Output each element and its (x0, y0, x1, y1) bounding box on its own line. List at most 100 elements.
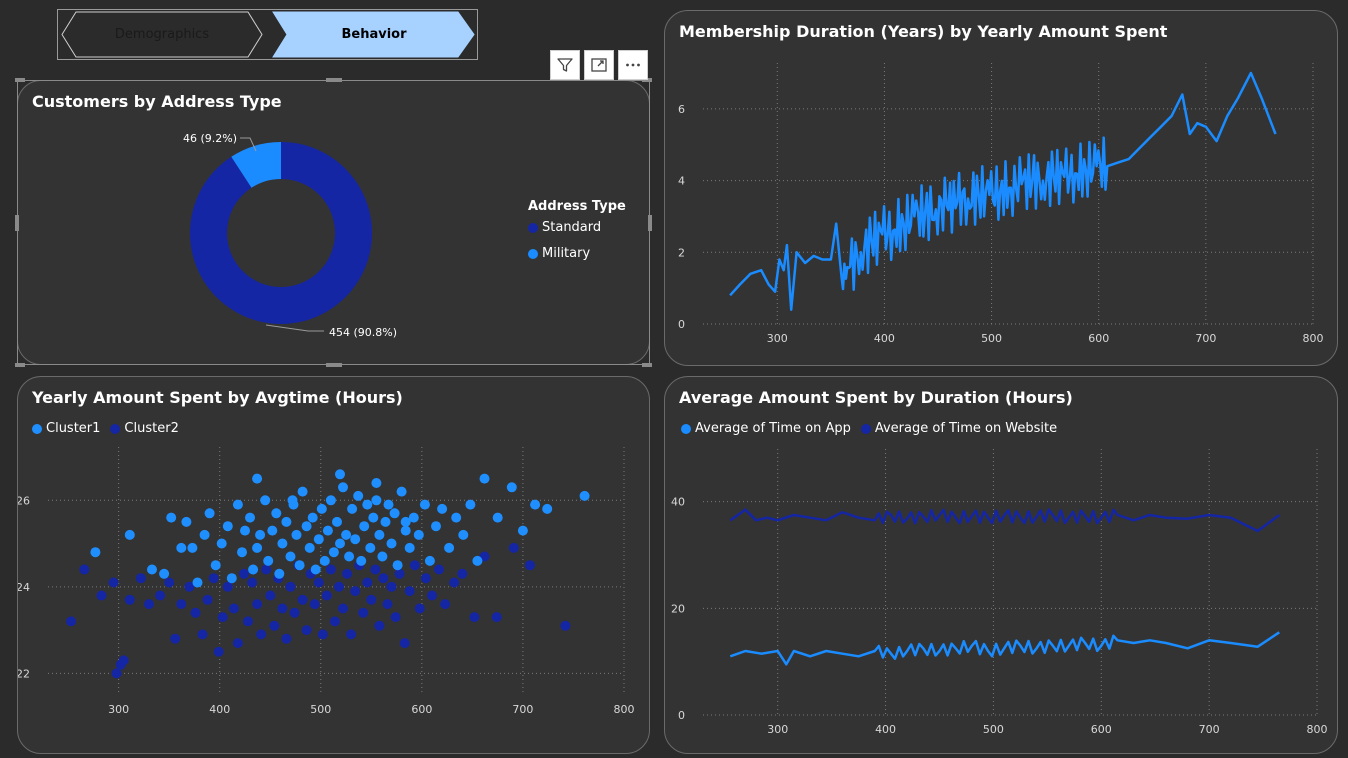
scatter-point-cluster1[interactable] (400, 516, 411, 527)
scatter-point-cluster2[interactable] (325, 564, 336, 575)
scatter-point-cluster2[interactable] (256, 629, 267, 640)
scatter-point-cluster1[interactable] (325, 495, 336, 506)
scatter-point-cluster1[interactable] (371, 478, 382, 488)
scatter-point-cluster1[interactable] (159, 568, 170, 579)
scatter-point-cluster1[interactable] (199, 529, 210, 540)
scatter-point-cluster1[interactable] (166, 512, 177, 523)
scatter-point-cluster1[interactable] (90, 547, 101, 558)
scatter-point-cluster1[interactable] (374, 529, 385, 540)
scatter-point-cluster2[interactable] (382, 599, 393, 610)
scatter-point-cluster2[interactable] (404, 586, 415, 597)
scatter-point-cluster1[interactable] (274, 568, 285, 579)
scatter-point-cluster1[interactable] (377, 551, 388, 562)
scatter-point-cluster2[interactable] (309, 599, 320, 610)
tab-behavior[interactable]: Behavior (272, 11, 476, 58)
donut-slice-standard[interactable] (189, 142, 372, 324)
scatter-point-cluster1[interactable] (287, 495, 298, 506)
scatter-point-cluster1[interactable] (124, 529, 135, 540)
scatter-point-cluster2[interactable] (184, 581, 195, 592)
scatter-point-cluster2[interactable] (111, 668, 122, 679)
scatter-point-cluster2[interactable] (346, 629, 357, 640)
scatter-point-cluster2[interactable] (313, 577, 324, 588)
scatter-point-cluster1[interactable] (365, 542, 376, 553)
scatter-point-cluster1[interactable] (285, 551, 296, 562)
scatter-point-cluster1[interactable] (404, 542, 415, 553)
scatter-point-cluster2[interactable] (457, 568, 468, 579)
scatter-point-cluster2[interactable] (317, 629, 328, 640)
filter-button[interactable] (550, 50, 580, 80)
scatter-point-cluster1[interactable] (281, 516, 292, 527)
scatter-point-cluster1[interactable] (240, 525, 250, 536)
scatter-point-cluster2[interactable] (338, 603, 348, 614)
scatter-point-cluster1[interactable] (294, 560, 305, 571)
scatter-point-cluster1[interactable] (359, 521, 370, 532)
scatter-point-cluster2[interactable] (144, 599, 154, 610)
scatter-point-cluster1[interactable] (222, 521, 233, 532)
scatter-point-cluster1[interactable] (356, 555, 367, 566)
scatter-point-cluster1[interactable] (176, 542, 187, 553)
scatter-point-cluster1[interactable] (353, 490, 364, 501)
scatter-point-cluster1[interactable] (248, 564, 259, 575)
scatter-point-cluster1[interactable] (380, 516, 391, 527)
scatter-point-cluster1[interactable] (542, 503, 553, 514)
scatter-point-cluster2[interactable] (190, 607, 201, 618)
scatter-point-cluster1[interactable] (319, 555, 330, 566)
scatter-point-cluster1[interactable] (316, 503, 327, 514)
scatter-point-cluster2[interactable] (525, 560, 535, 571)
scatter-point-cluster2[interactable] (222, 581, 233, 592)
scatter-point-cluster2[interactable] (491, 612, 502, 623)
scatter-point-cluster2[interactable] (79, 564, 90, 575)
scatter-point-cluster2[interactable] (334, 581, 344, 592)
scatter-point-cluster1[interactable] (472, 555, 483, 566)
scatter-point-cluster2[interactable] (420, 573, 431, 584)
scatter-point-cluster1[interactable] (322, 525, 333, 536)
avg-series-line-time-on-app[interactable] (729, 631, 1280, 666)
scatter-point-cluster1[interactable] (341, 529, 352, 540)
scatter-point-cluster1[interactable] (263, 555, 274, 566)
donut-slice-military[interactable] (231, 142, 281, 188)
scatter-point-cluster2[interactable] (135, 573, 146, 584)
scatter-point-cluster2[interactable] (427, 590, 437, 601)
scatter-point-cluster1[interactable] (310, 564, 321, 575)
scatter-point-cluster1[interactable] (297, 486, 308, 497)
scatter-point-cluster2[interactable] (247, 577, 258, 588)
scatter-point-cluster1[interactable] (301, 521, 312, 532)
scatter-point-cluster2[interactable] (414, 603, 425, 614)
scatter-point-cluster2[interactable] (252, 599, 263, 610)
scatter-point-cluster1[interactable] (350, 534, 361, 545)
membership-series-line[interactable] (729, 71, 1277, 311)
avg-series-line-time-on-website[interactable] (729, 508, 1281, 533)
scatter-point-cluster2[interactable] (265, 590, 276, 601)
scatter-point-cluster1[interactable] (437, 503, 448, 514)
scatter-point-cluster1[interactable] (396, 486, 407, 497)
scatter-point-cluster1[interactable] (392, 560, 403, 571)
scatter-point-cluster2[interactable] (239, 568, 249, 579)
avg-spent-chart-card[interactable]: Average Amount Spent by Duration (Hours)… (664, 376, 1338, 754)
scatter-chart-card[interactable]: Yearly Amount Spent by Avgtime (Hours) C… (17, 376, 650, 754)
scatter-point-cluster1[interactable] (419, 499, 430, 510)
scatter-point-cluster1[interactable] (277, 538, 288, 549)
scatter-point-cluster1[interactable] (335, 469, 345, 480)
scatter-point-cluster2[interactable] (124, 594, 135, 605)
scatter-point-cluster1[interactable] (192, 577, 203, 588)
scatter-point-cluster1[interactable] (313, 534, 324, 545)
scatter-point-cluster2[interactable] (176, 599, 187, 610)
scatter-point-cluster1[interactable] (252, 473, 263, 484)
scatter-point-cluster1[interactable] (458, 529, 469, 540)
scatter-point-cluster2[interactable] (118, 655, 129, 666)
scatter-point-cluster1[interactable] (408, 512, 419, 523)
scatter-point-cluster1[interactable] (307, 512, 318, 523)
scatter-point-cluster2[interactable] (243, 616, 253, 627)
scatter-point-cluster1[interactable] (424, 555, 435, 566)
scatter-point-cluster2[interactable] (321, 590, 332, 601)
scatter-point-cluster1[interactable] (517, 525, 528, 536)
scatter-point-cluster1[interactable] (335, 538, 345, 549)
more-options-button[interactable] (618, 50, 648, 80)
scatter-point-cluster2[interactable] (301, 625, 312, 636)
scatter-point-cluster1[interactable] (338, 482, 348, 493)
scatter-point-cluster1[interactable] (362, 499, 373, 510)
scatter-point-cluster2[interactable] (342, 568, 353, 579)
membership-chart-card[interactable]: Membership Duration (Years) by Yearly Am… (664, 10, 1338, 366)
scatter-point-cluster2[interactable] (386, 581, 397, 592)
scatter-point-cluster1[interactable] (232, 499, 243, 510)
